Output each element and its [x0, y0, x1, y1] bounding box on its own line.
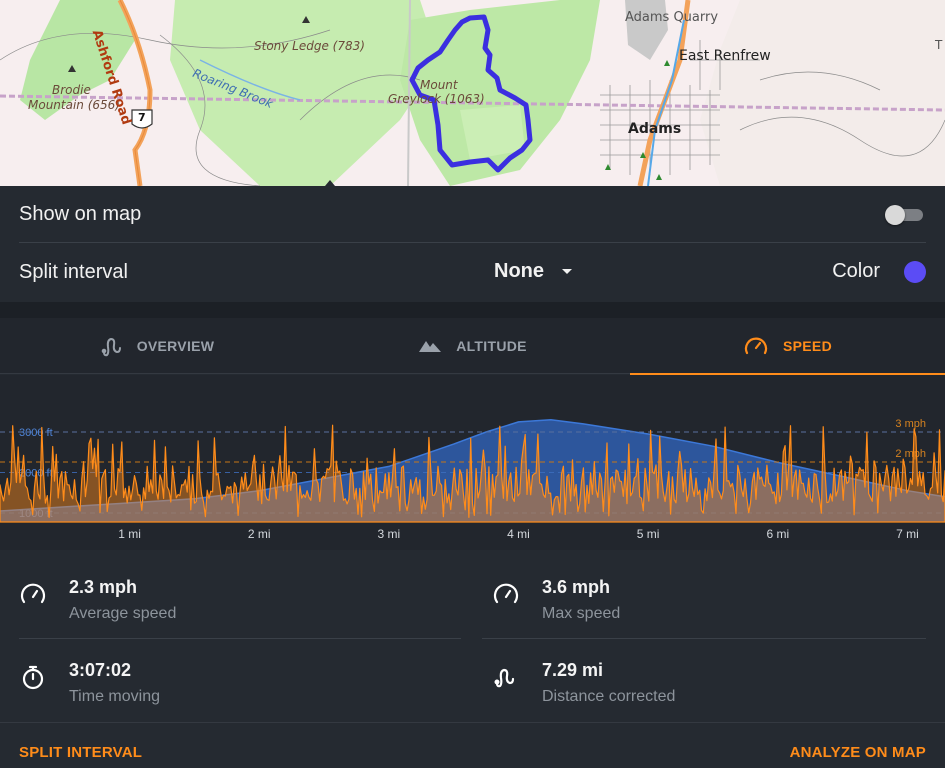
tab-altitude-label: ALTITUDE [456, 338, 527, 354]
river [647, 19, 685, 186]
x-axis-tick-label: 4 mi [507, 527, 530, 541]
track-line [409, 14, 533, 173]
brook [199, 59, 301, 101]
quarry-area [625, 0, 668, 60]
speed-axis-label: 2 mph [895, 448, 926, 460]
map-pointer [325, 180, 335, 186]
stat-label: Average speed [69, 605, 177, 622]
x-axis-tick-label: 2 mi [248, 527, 271, 541]
land-area [700, 0, 945, 186]
stat-time-moving: 3:07:02 Time moving [19, 633, 459, 717]
road-minor [407, 0, 411, 186]
speedometer-icon [743, 334, 769, 358]
map-canvas [0, 0, 945, 186]
x-axis-tick-label: 3 mi [378, 527, 401, 541]
map-label-east-renfrew: East Renfrew [679, 48, 771, 64]
split-interval-row: Split interval None Color [19, 244, 926, 301]
map-label-brodie-mountain: Mountain (656) [28, 98, 120, 112]
stat-label: Time moving [69, 688, 160, 705]
tab-speed-label: SPEED [783, 338, 832, 354]
map-label-brodie: Brodie [52, 83, 91, 97]
map-label-edge: T [935, 38, 943, 52]
dropdown-arrow-icon [562, 269, 572, 274]
show-on-map-row[interactable]: Show on map [19, 186, 926, 243]
stat-value: 7.29 mi [542, 660, 604, 680]
tab-altitude[interactable]: ALTITUDE [315, 318, 630, 374]
tab-overview[interactable]: OVERVIEW [0, 318, 315, 374]
peak-icon [302, 16, 310, 23]
toggle-knob [885, 205, 905, 225]
map-label-stony-ledge: Stony Ledge (783) [254, 39, 365, 53]
stat-divider [19, 638, 461, 639]
route-icon [494, 668, 515, 688]
speedometer-icon [20, 583, 46, 604]
analyze-on-map-button[interactable]: ANALYZE ON MAP [789, 744, 926, 761]
track-settings-panel: Show on map Split interval None Color [0, 186, 945, 302]
map-label-adams: Adams [628, 121, 682, 137]
show-on-map-toggle[interactable] [885, 205, 923, 225]
map-label-mount: Mount [420, 78, 458, 92]
speed-area [0, 424, 945, 523]
speedometer-icon [493, 583, 519, 604]
show-on-map-label: Show on map [19, 202, 142, 225]
footer-actions: SPLIT INTERVAL ANALYZE ON MAP [0, 722, 945, 768]
forest-area [170, 0, 440, 186]
split-interval-value: None [494, 260, 544, 282]
altitude-axis-label: 3000 ft [19, 427, 53, 439]
route-shield-number: 7 [138, 111, 146, 124]
road-edge [119, 0, 151, 186]
forest-area [20, 0, 135, 120]
stat-max-speed: 3.6 mph Max speed [492, 550, 932, 634]
map-label-greylock: Greylock (1063) [388, 92, 485, 106]
x-axis-tick-label: 5 mi [637, 527, 660, 541]
color-picker[interactable]: Color [832, 260, 926, 283]
route-icon [101, 335, 123, 357]
split-interval-button[interactable]: SPLIT INTERVAL [19, 744, 143, 761]
stat-value: 3.6 mph [542, 577, 611, 597]
color-swatch[interactable] [904, 260, 926, 283]
x-axis-tick-label: 1 mi [118, 527, 141, 541]
peak-icon [68, 65, 76, 72]
section-divider [0, 302, 945, 318]
tab-overview-label: OVERVIEW [136, 338, 215, 354]
stat-distance: 7.29 mi Distance corrected [492, 633, 932, 717]
stat-value: 2.3 mph [69, 577, 138, 597]
tab-bar: OVERVIEW ALTITUDE SPEED [0, 318, 945, 375]
tab-speed[interactable]: SPEED [630, 318, 945, 375]
stat-label: Distance corrected [542, 688, 676, 705]
stopwatch-icon [22, 665, 44, 690]
map-view[interactable]: Adams Quarry East Renfrew Adams Stony Le… [0, 0, 945, 186]
stat-divider [482, 638, 926, 639]
map-label-adams-quarry: Adams Quarry [625, 10, 719, 25]
boundary-line [0, 94, 945, 112]
route-shield [131, 109, 153, 129]
forest-area [460, 105, 525, 160]
trails [0, 29, 945, 186]
split-interval-label: Split interval [19, 261, 128, 283]
x-axis-tick-label: 6 mi [766, 527, 789, 541]
altitude-axis-label: 1000 ft [19, 508, 53, 520]
altitude-area [0, 419, 945, 522]
stat-label: Max speed [542, 605, 621, 622]
split-interval-dropdown[interactable]: None [494, 260, 572, 283]
stat-average-speed: 2.3 mph Average speed [19, 550, 459, 634]
x-axis-tick-label: 7 mi [896, 527, 919, 541]
tree-markers [605, 60, 670, 180]
color-label: Color [832, 260, 880, 282]
forest-area [400, 0, 600, 186]
mountain-icon [418, 337, 442, 355]
stat-value: 3:07:02 [69, 660, 132, 680]
speed-axis-label: 3 mph [895, 418, 926, 430]
stats-panel: 2.3 mph Average speed 3.6 mph Max speed … [0, 550, 945, 722]
